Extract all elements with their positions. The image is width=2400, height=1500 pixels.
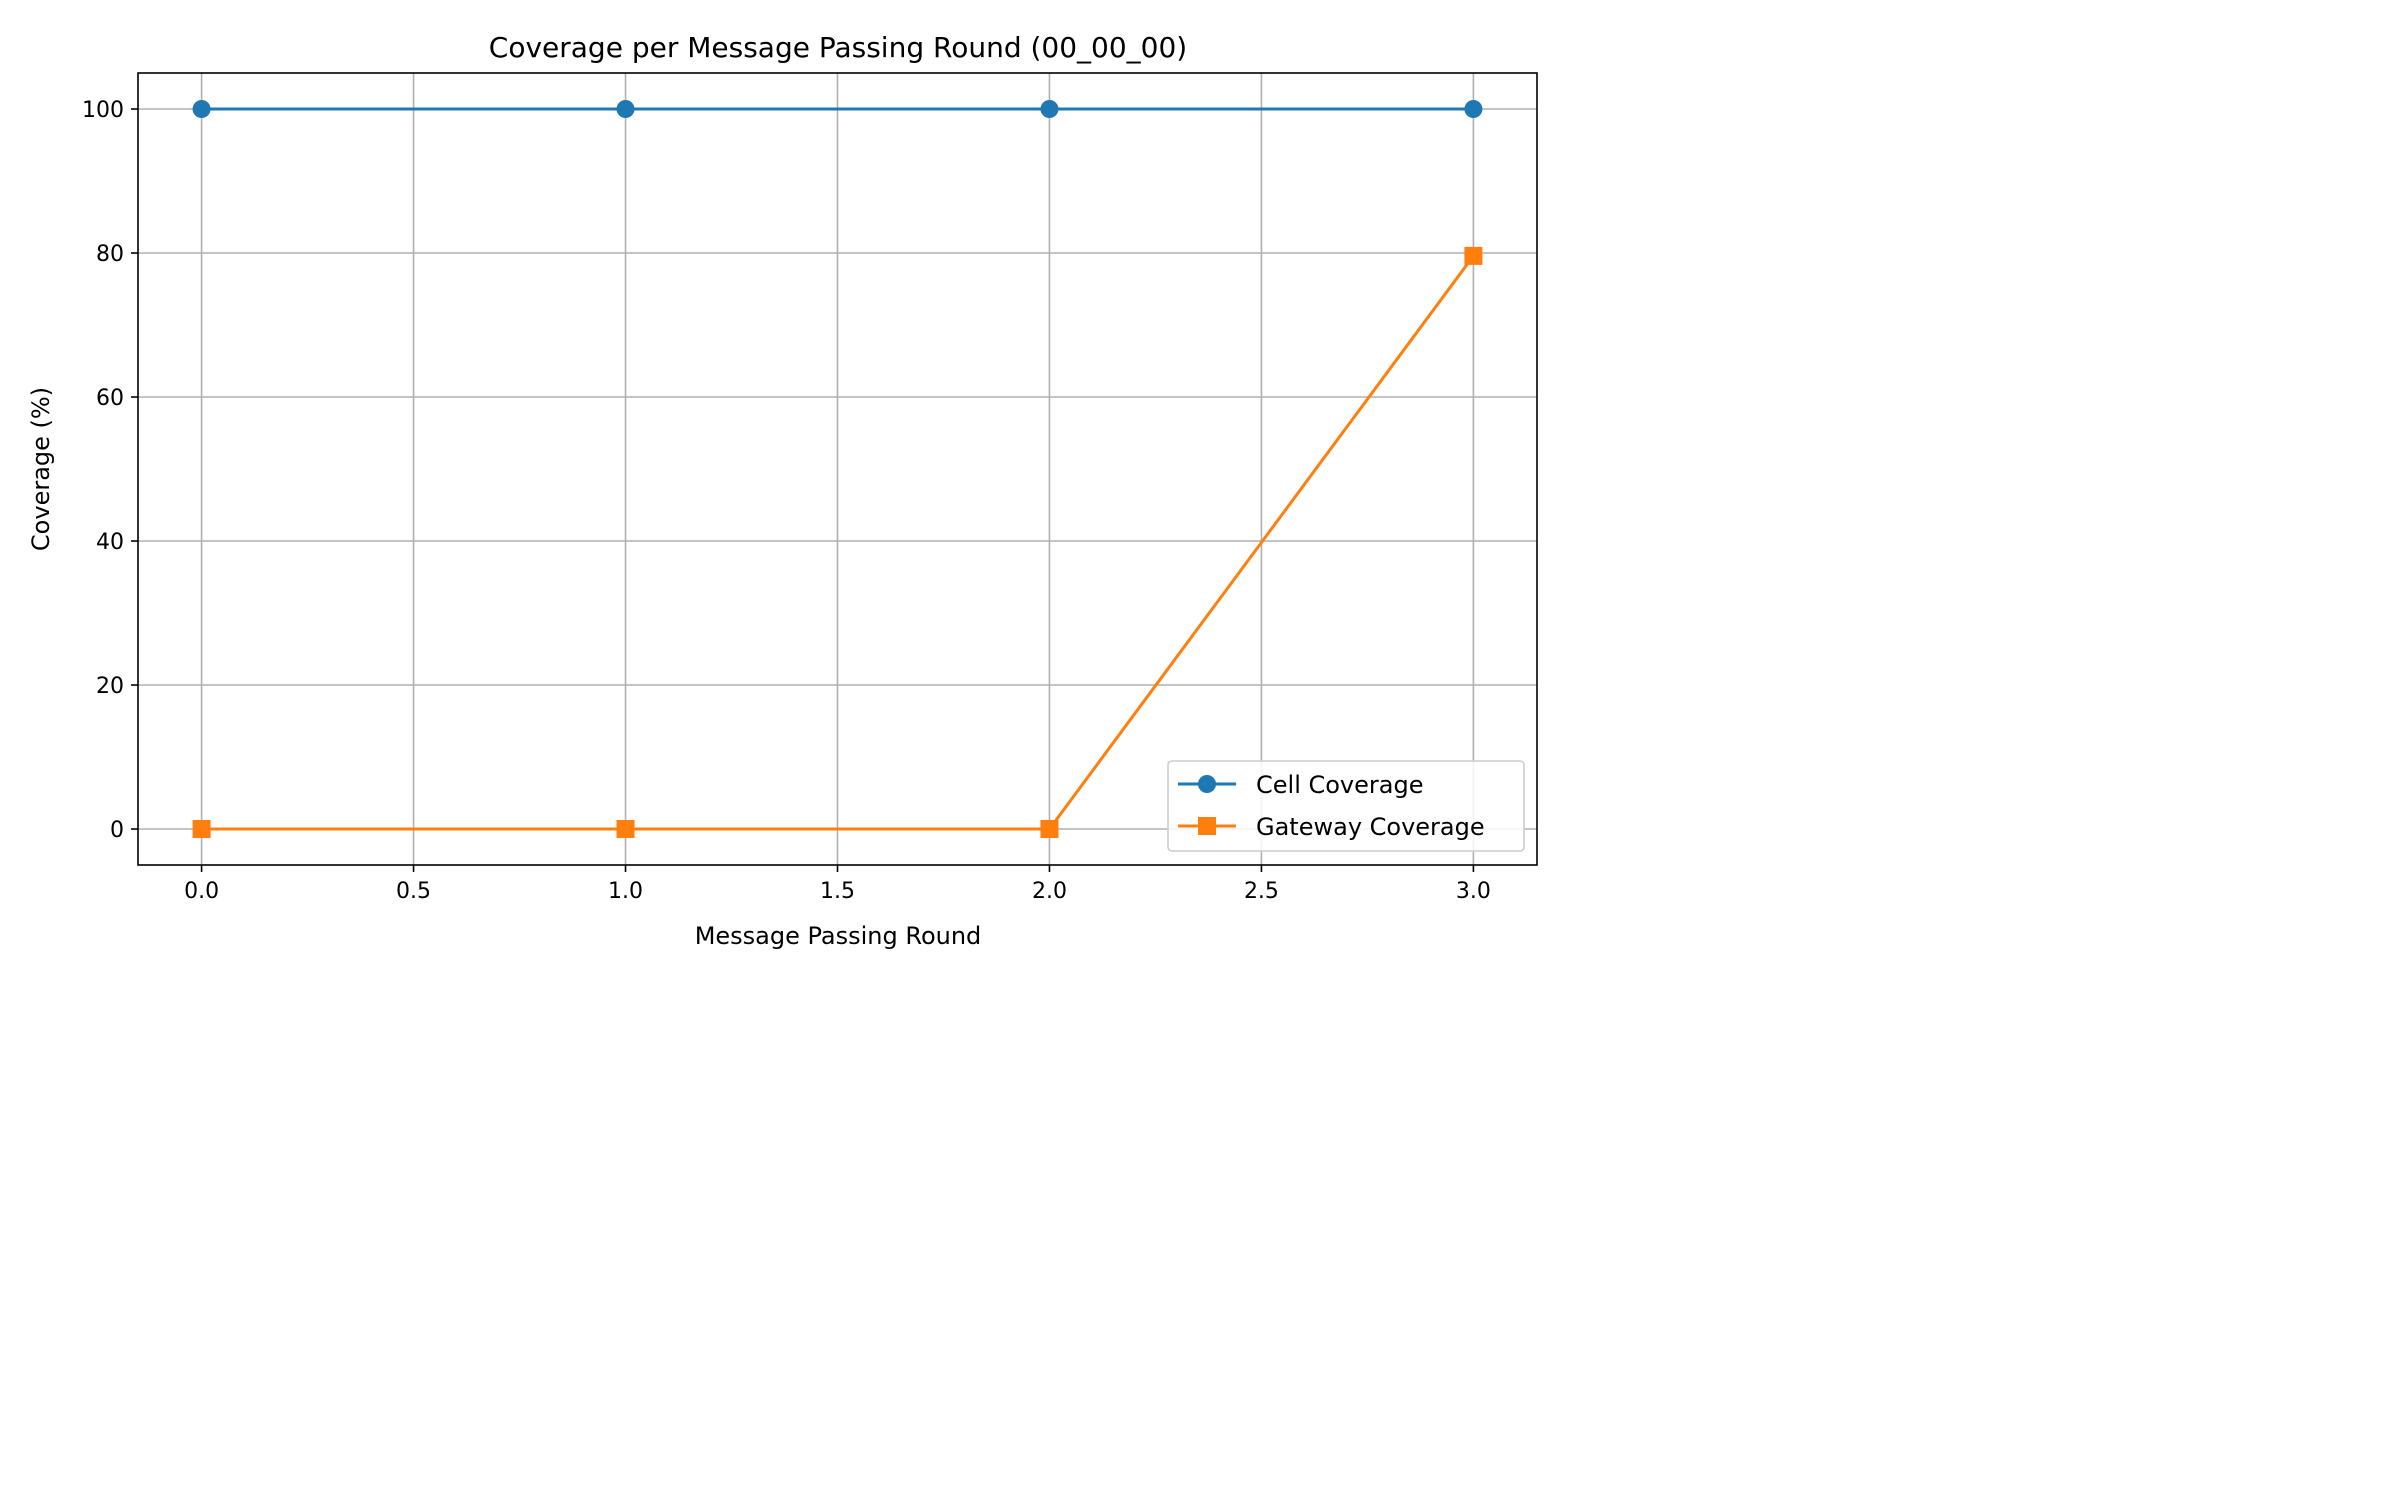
x-tick-label: 1.5 [820, 879, 855, 904]
series-line-gateway-coverage [201, 254, 1475, 831]
y-tick-label: 0 [110, 818, 124, 843]
y-tick-label: 20 [96, 674, 124, 699]
data-point-cell-coverage [1040, 100, 1059, 118]
x-tick-label: 0.5 [396, 879, 431, 904]
legend: Cell Coverage Gateway Coverage [1167, 760, 1525, 852]
data-point-gateway-coverage [1464, 246, 1483, 265]
legend-label-cell-coverage: Cell Coverage [1256, 771, 1423, 799]
x-tick-label: 2.5 [1244, 879, 1279, 904]
x-tick-label: 3.0 [1456, 879, 1491, 904]
chart-title: Coverage per Message Passing Round (00_0… [489, 31, 1187, 64]
coverage-line-chart: Coverage per Message Passing Round (00_0… [0, 0, 1561, 980]
y-tick-label: 100 [82, 98, 124, 123]
data-point-cell-coverage [1464, 100, 1483, 118]
y-axis-title: Coverage (%) [27, 387, 55, 551]
series-layer [192, 100, 1483, 838]
y-tick-label: 40 [96, 530, 124, 555]
x-tick-label: 0.0 [184, 879, 219, 904]
legend-marker-cell-coverage [1198, 775, 1216, 793]
data-point-gateway-coverage [616, 820, 635, 838]
x-tick-label: 1.0 [608, 879, 643, 904]
data-point-gateway-coverage [192, 820, 211, 838]
legend-box [1167, 760, 1525, 852]
legend-marker-gateway-coverage [1198, 817, 1216, 835]
data-point-cell-coverage [192, 100, 211, 118]
legend-label-gateway-coverage: Gateway Coverage [1256, 813, 1485, 841]
x-axis-title: Message Passing Round [695, 922, 982, 950]
x-tick-label: 2.0 [1032, 879, 1067, 904]
y-tick-label: 60 [96, 386, 124, 411]
ticks-layer: 0.0 0.5 1.0 1.5 2.0 2.5 3.0 0 20 40 60 80 100 [82, 98, 1491, 904]
data-point-gateway-coverage [1040, 820, 1059, 838]
data-point-cell-coverage [616, 100, 635, 118]
y-tick-label: 80 [96, 242, 124, 267]
